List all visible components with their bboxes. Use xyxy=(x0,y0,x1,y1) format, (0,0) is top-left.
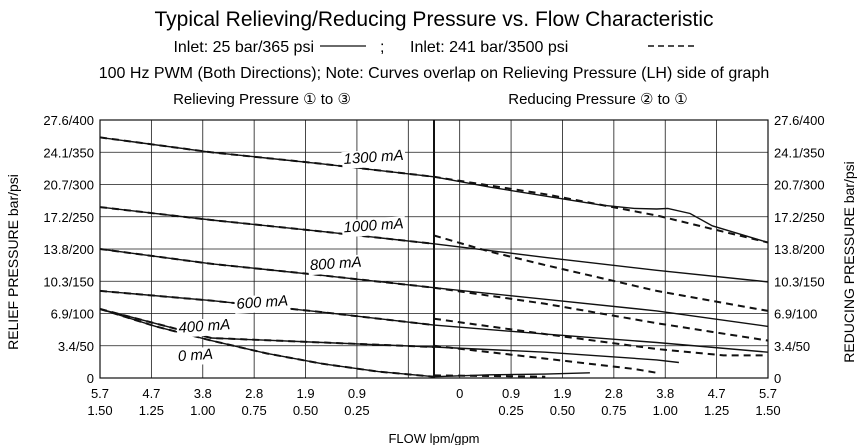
curve-600-ma-dashed xyxy=(99,289,435,327)
y-tick-label-left: 3.4/50 xyxy=(58,339,94,354)
curve-label-0-ma: 0 mA xyxy=(177,346,213,365)
curve-label-1300-ma: 1300 mA xyxy=(343,147,404,168)
x-tick-label-gpm: 1.00 xyxy=(190,403,215,418)
curve-label-mask-600-ma xyxy=(234,293,291,314)
curve-0-ma-dashed xyxy=(99,308,435,378)
curve-label-600-ma: 600 mA xyxy=(236,292,289,313)
x-tick-label-lpm: 4.7 xyxy=(142,386,160,401)
curve-label-mask-1300-ma xyxy=(341,147,406,170)
x-tick-label-lpm: 0.9 xyxy=(502,386,520,401)
x-tick-label-gpm: 1.25 xyxy=(704,403,729,418)
curve-label-mask-1000-ma xyxy=(341,216,406,238)
subtitle-inlet-1: Inlet: 25 bar/365 psi xyxy=(173,39,314,56)
x-tick-label-lpm: 2.8 xyxy=(605,386,623,401)
curve-400-ma-dashed xyxy=(99,308,435,348)
y-tick-label-left: 20.7/300 xyxy=(43,178,94,193)
x-tick-label-lpm: 2.8 xyxy=(245,386,263,401)
x-tick-label-gpm: 1.25 xyxy=(139,403,164,418)
x-axis-label: FLOW lpm/gpm xyxy=(388,431,479,445)
y-tick-label-right: 13.8/200 xyxy=(774,242,825,257)
curve-800-ma-dashed xyxy=(99,248,435,289)
x-tick-label-lpm: 0.9 xyxy=(348,386,366,401)
y-tick-label-left: 27.6/400 xyxy=(43,113,94,128)
x-tick-label-gpm: 0.25 xyxy=(498,403,523,418)
curves xyxy=(99,136,769,378)
x-tick-label-gpm: 1.00 xyxy=(653,403,678,418)
grid xyxy=(99,119,769,379)
y-tick-label-left: 0 xyxy=(87,371,94,386)
y-tick-label-right: 27.6/400 xyxy=(774,113,825,128)
curve-1000-ma-dashed xyxy=(433,234,769,312)
y-tick-label-left: 24.1/350 xyxy=(43,145,94,160)
x-tick-label-lpm: 1.9 xyxy=(296,386,314,401)
y-tick-label-right: 0 xyxy=(774,371,781,386)
x-tick-label-lpm: 3.8 xyxy=(194,386,212,401)
x-tick-label-lpm: 5.7 xyxy=(759,386,777,401)
curve-label-400-ma: 400 mA xyxy=(178,316,231,337)
curve-0-ma-dashed xyxy=(433,374,546,378)
y-tick-label-right: 3.4/50 xyxy=(774,339,810,354)
y-tick-label-right: 10.3/150 xyxy=(774,274,825,289)
x-tick-labels: 5.7 1.50 4.7 1.25 3.8 1.00 2.8 0.75 1.9 0.50 0.9 0.… xyxy=(87,386,780,418)
subtitle-note: 100 Hz PWM (Both Directions); Note: Curv… xyxy=(99,65,770,82)
y-tick-label-left: 13.8/200 xyxy=(43,242,94,257)
x-tick-label-gpm: 0.50 xyxy=(550,403,575,418)
x-tick-label-gpm: 0.75 xyxy=(241,403,266,418)
y-tick-label-right: 6.9/100 xyxy=(774,307,817,322)
curve-label-mask-800-ma xyxy=(307,254,364,276)
curve-label-mask-400-ma xyxy=(176,317,233,338)
subtitle-inlets: Inlet: 25 bar/365 psi ; Inlet: 241 bar/3… xyxy=(173,39,694,56)
x-tick-label-gpm: 0.50 xyxy=(293,403,318,418)
subtitle-separator: ; xyxy=(380,39,384,56)
curve-1300-ma-dashed xyxy=(99,136,769,244)
y-axis-label-left: RELIEF PRESSURE bar/psi xyxy=(5,174,21,350)
x-tick-label-lpm: 4.7 xyxy=(708,386,726,401)
curve-label-mask-0-ma xyxy=(175,346,216,367)
y-tick-label-left: 17.2/250 xyxy=(43,210,94,225)
right-section-label: Reducing Pressure ② to ① xyxy=(508,91,687,108)
curve-800-ma-dashed xyxy=(433,286,769,342)
curve-1000-ma-dashed xyxy=(99,206,435,245)
x-tick-label-gpm: 1.50 xyxy=(87,403,112,418)
curve-400-ma-dashed xyxy=(433,344,657,374)
left-section-label: Relieving Pressure ① to ③ xyxy=(173,91,351,108)
y-tick-label-left: 6.9/100 xyxy=(51,307,94,322)
curve-label-800-ma: 800 mA xyxy=(309,254,362,275)
subtitle-inlet-2: Inlet: 241 bar/3500 psi xyxy=(410,39,568,56)
chart-title: Typical Relieving/Reducing Pressure vs. … xyxy=(154,8,713,31)
x-tick-label-lpm: 5.7 xyxy=(91,386,109,401)
y-tick-label-right: 17.2/250 xyxy=(774,210,825,225)
y-tick-labels: 0 0 3.4/50 3.4/50 6.9/100 6.9/100 10.3/150 10.3… xyxy=(43,113,824,386)
y-tick-label-left: 10.3/150 xyxy=(43,274,94,289)
y-axis-label-right: REDUCING PRESSURE bar/psi xyxy=(841,161,857,363)
y-tick-label-right: 20.7/300 xyxy=(774,178,825,193)
x-tick-label-lpm: 1.9 xyxy=(553,386,571,401)
y-tick-label-right: 24.1/350 xyxy=(774,145,825,160)
curve-label-1000-ma: 1000 mA xyxy=(343,215,404,236)
x-tick-label-gpm: 1.50 xyxy=(755,403,780,418)
x-tick-label-lpm: 3.8 xyxy=(656,386,674,401)
curve-600-ma-dashed xyxy=(433,317,768,357)
x-tick-label-gpm: 0.75 xyxy=(601,403,626,418)
x-tick-label-lpm: 0 xyxy=(456,386,463,401)
x-tick-label-gpm: 0.25 xyxy=(344,403,369,418)
